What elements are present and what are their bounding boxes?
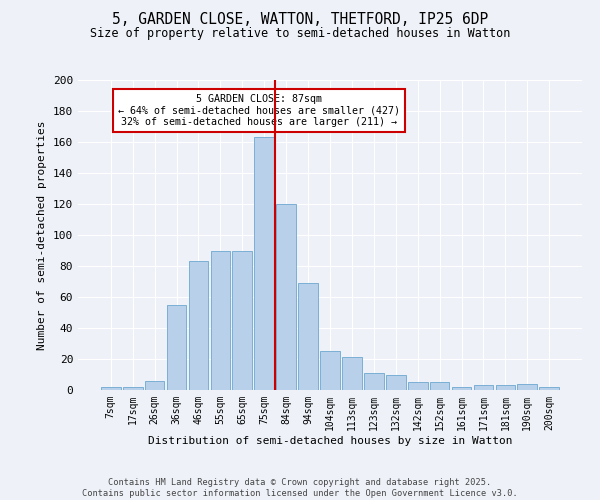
Text: Size of property relative to semi-detached houses in Watton: Size of property relative to semi-detach… xyxy=(90,28,510,40)
Bar xyxy=(254,138,274,390)
Bar xyxy=(211,250,230,390)
Bar xyxy=(276,204,296,390)
Y-axis label: Number of semi-detached properties: Number of semi-detached properties xyxy=(37,120,47,350)
Bar xyxy=(145,380,164,390)
Bar xyxy=(320,351,340,390)
Bar xyxy=(101,387,121,390)
Bar xyxy=(364,373,384,390)
Bar xyxy=(123,387,143,390)
Bar xyxy=(539,387,559,390)
Bar xyxy=(496,386,515,390)
Bar xyxy=(473,386,493,390)
Text: 5 GARDEN CLOSE: 87sqm
← 64% of semi-detached houses are smaller (427)
32% of sem: 5 GARDEN CLOSE: 87sqm ← 64% of semi-deta… xyxy=(118,94,400,127)
Bar xyxy=(386,374,406,390)
Text: 5, GARDEN CLOSE, WATTON, THETFORD, IP25 6DP: 5, GARDEN CLOSE, WATTON, THETFORD, IP25 … xyxy=(112,12,488,28)
Bar xyxy=(232,250,252,390)
Text: Contains HM Land Registry data © Crown copyright and database right 2025.
Contai: Contains HM Land Registry data © Crown c… xyxy=(82,478,518,498)
Bar xyxy=(342,358,362,390)
Bar xyxy=(408,382,428,390)
Bar xyxy=(188,262,208,390)
Bar xyxy=(430,382,449,390)
X-axis label: Distribution of semi-detached houses by size in Watton: Distribution of semi-detached houses by … xyxy=(148,436,512,446)
Bar xyxy=(452,387,472,390)
Bar xyxy=(517,384,537,390)
Bar xyxy=(298,283,318,390)
Bar xyxy=(167,304,187,390)
